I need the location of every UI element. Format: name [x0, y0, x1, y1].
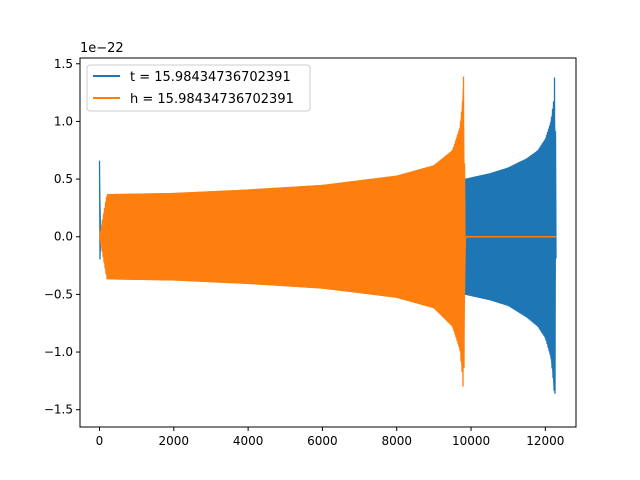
y-tick-label: 0.5 [54, 172, 73, 186]
x-axis: 0 2000 4000 6000 8000 10000 12000 [96, 427, 564, 448]
x-tick-label: 10000 [452, 434, 490, 448]
x-tick-label: 2000 [159, 434, 190, 448]
y-tick-label: 1.5 [54, 57, 73, 71]
x-tick-label: 4000 [233, 434, 264, 448]
axes-frame [79, 57, 577, 428]
y-tick-label: 0.0 [54, 230, 73, 244]
x-tick-label: 8000 [381, 434, 412, 448]
series-envelope-h [99, 76, 557, 374]
y-tick-label: −0.5 [44, 287, 73, 301]
x-tick-label: 6000 [307, 434, 338, 448]
y-tick-label: 1.0 [54, 114, 73, 128]
legend-label: h = 15.98434736702391 [130, 92, 294, 107]
y-axis: −1.5 −1.0 −0.5 0.0 0.5 1.0 1.5 [44, 57, 80, 417]
y-tick-label: −1.0 [44, 345, 73, 359]
x-tick-label: 12000 [526, 434, 564, 448]
legend-label: t = 15.98434736702391 [130, 70, 291, 85]
series-layer [98, 76, 557, 395]
legend-box [86, 64, 311, 112]
y-offset-text: 1e−22 [80, 41, 124, 56]
x-tick-label: 0 [96, 434, 104, 448]
legend: t = 15.98434736702391 h = 15.984347367023… [86, 64, 311, 112]
y-tick-label: −1.5 [44, 403, 73, 417]
